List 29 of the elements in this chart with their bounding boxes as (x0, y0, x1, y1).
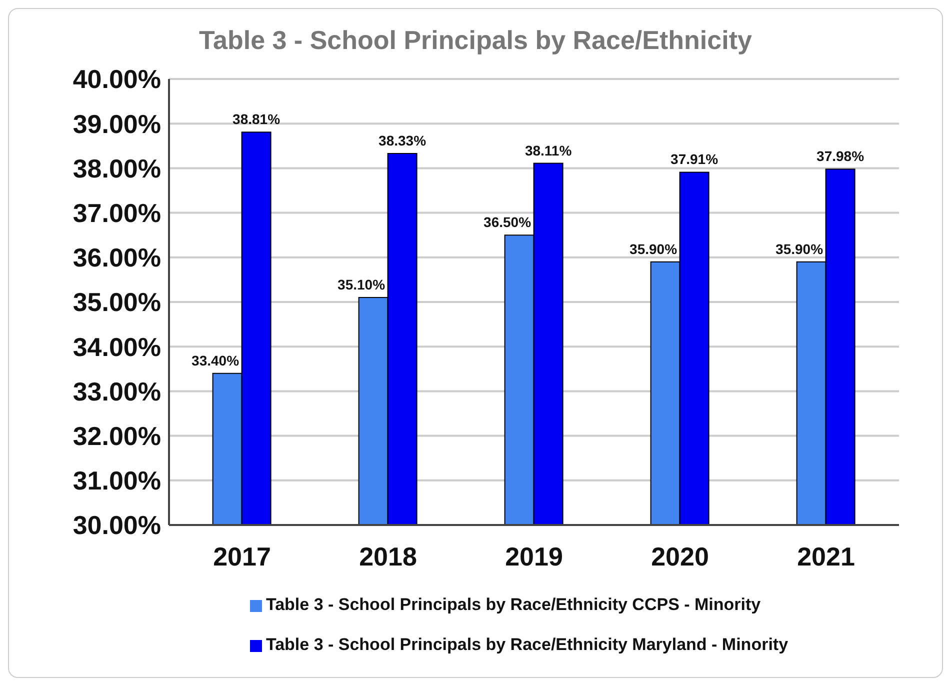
y-tick-label: 34.00% (72, 332, 161, 362)
y-tick-label: 37.00% (72, 198, 161, 228)
x-tick-label: 2021 (797, 541, 855, 572)
data-label: 37.98% (816, 148, 865, 164)
data-label: 35.90% (630, 240, 678, 257)
legend-label: Table 3 - School Principals by Race/Ethnicity Maryland - Minority (266, 635, 788, 654)
y-tick-label: 32.00% (72, 421, 161, 452)
x-tick-label: 2017 (213, 541, 271, 572)
y-tick-label: 40.00% (72, 64, 161, 94)
data-label: 38.81% (232, 111, 281, 128)
x-tick-label: 2018 (359, 541, 417, 572)
y-tick-label: 38.00% (72, 153, 161, 184)
data-label: 37.91% (670, 151, 719, 168)
y-tick-label: 30.00% (72, 510, 161, 540)
data-label: 38.33% (378, 132, 427, 148)
y-tick-label: 33.00% (72, 376, 161, 406)
y-tick-label: 39.00% (72, 108, 161, 139)
y-tick-label: 36.00% (72, 242, 161, 273)
chart-title: Table 3 - School Principals by Race/Ethnicity (198, 24, 753, 57)
data-label: 35.90% (776, 240, 824, 257)
y-tick-label: 31.00% (72, 466, 161, 496)
y-tick-label: 35.00% (72, 287, 161, 318)
legend-label: Table 3 - School Principals by Race/Ethnicity CCPS - Minority (266, 595, 761, 614)
data-label: 36.50% (484, 214, 532, 230)
data-label: 35.10% (338, 276, 386, 293)
x-tick-label: 2020 (651, 541, 709, 572)
x-tick-label: 2019 (505, 541, 563, 572)
data-label: 33.40% (192, 352, 240, 368)
data-label: 38.11% (524, 142, 572, 158)
